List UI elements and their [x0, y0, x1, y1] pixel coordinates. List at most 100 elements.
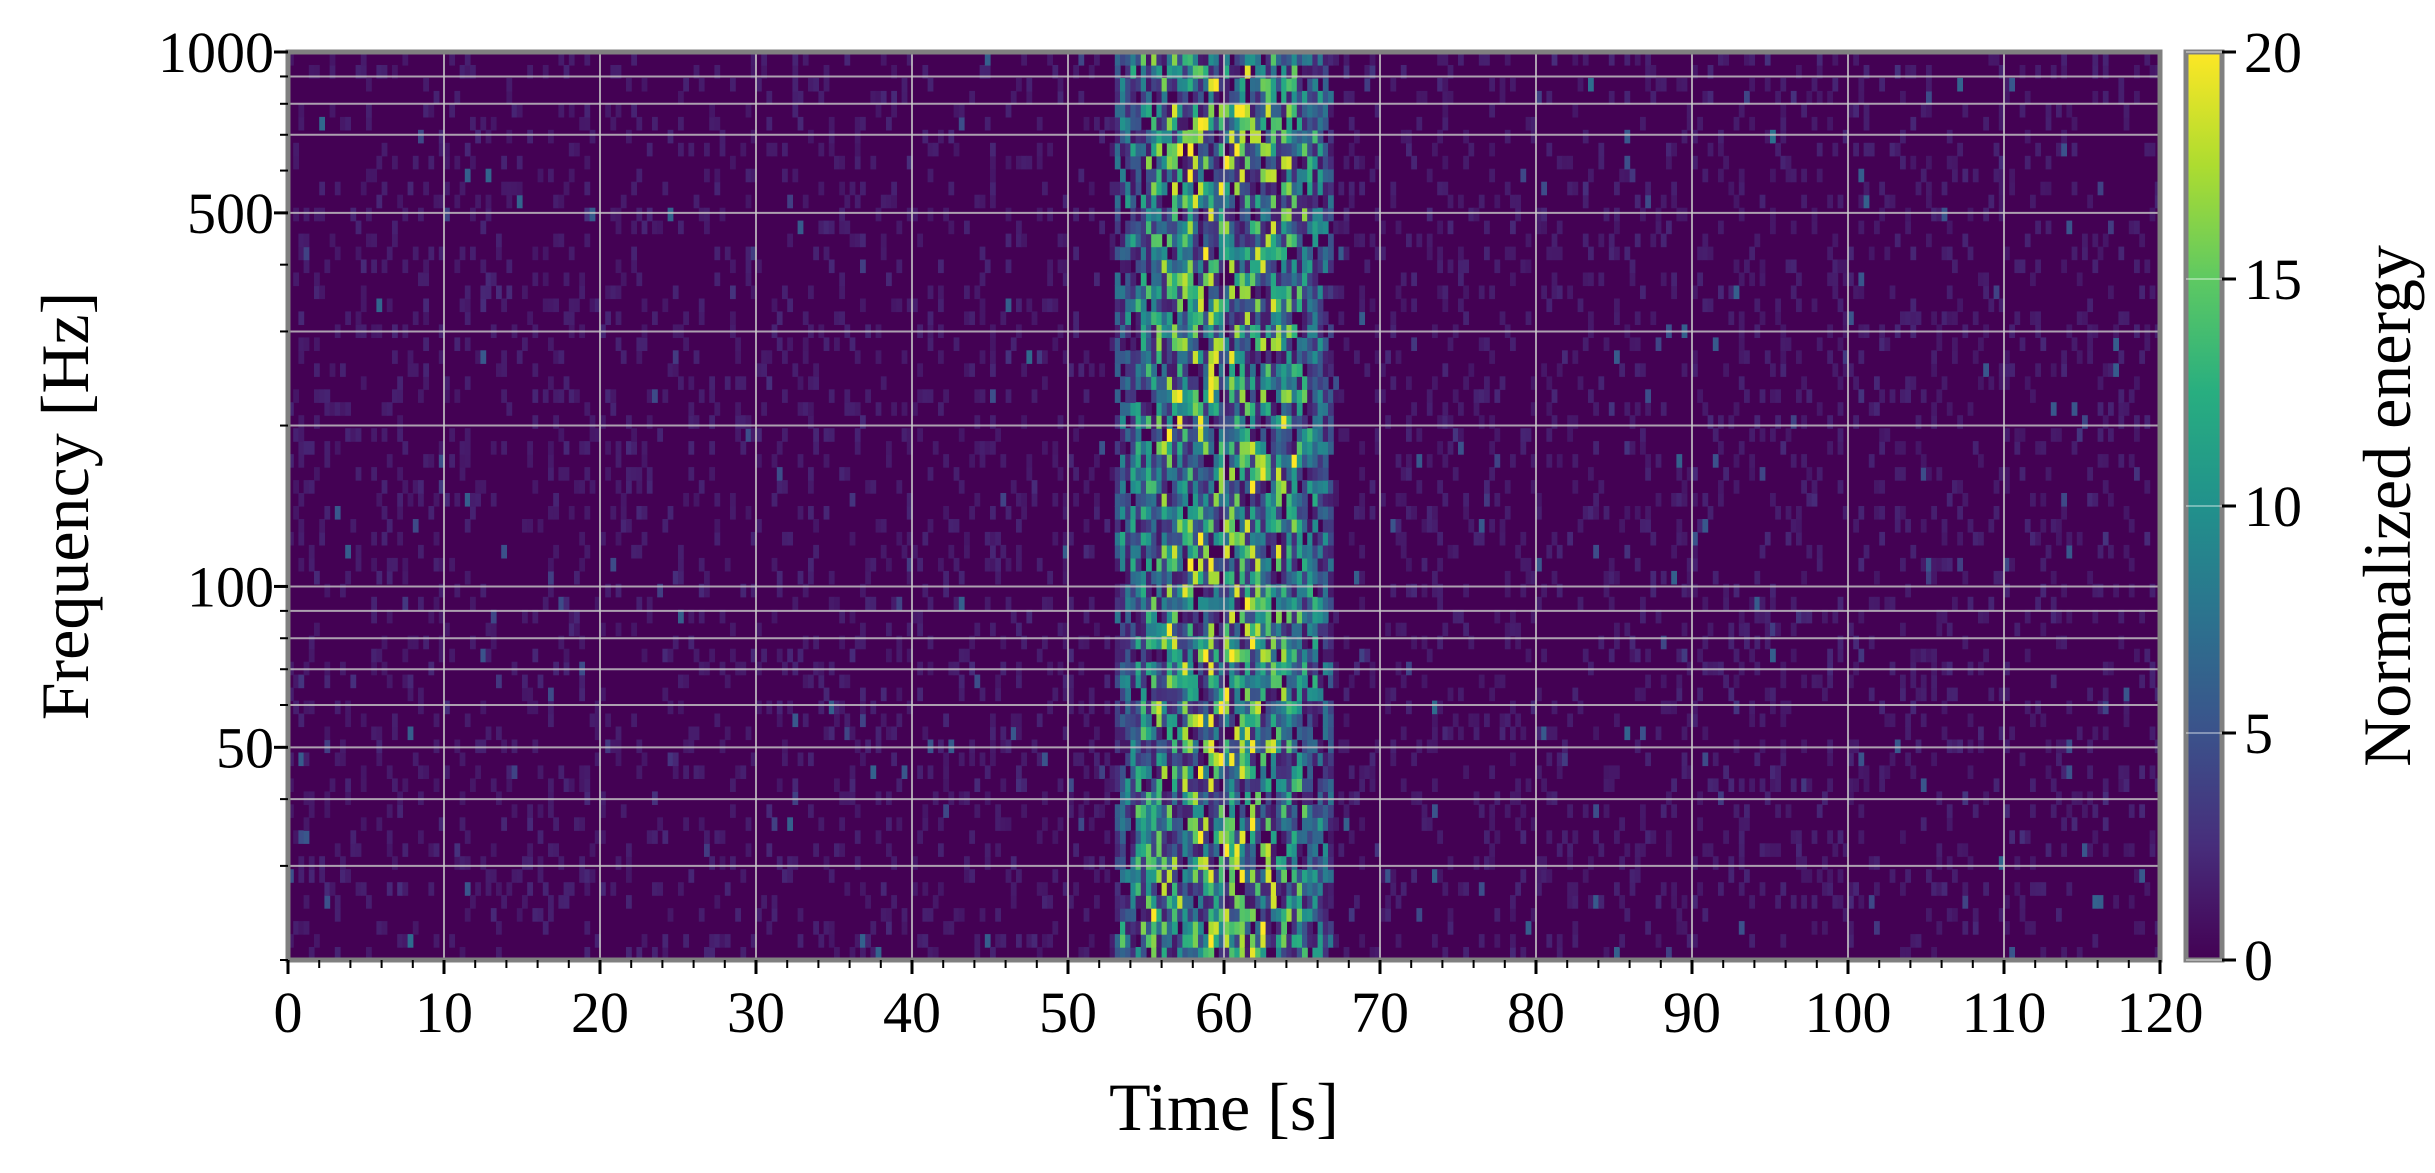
heatmap-cell [1130, 622, 1137, 637]
heatmap-cell [1161, 337, 1168, 351]
heatmap-cell [548, 687, 554, 702]
heatmap-cell [953, 337, 960, 351]
heatmap-cell [1265, 609, 1272, 624]
heatmap-cell [1255, 402, 1261, 416]
heatmap-cell [870, 700, 877, 715]
heatmap-cell [1281, 856, 1287, 870]
heatmap-cell [1369, 765, 1376, 779]
heatmap-cell [1296, 752, 1303, 767]
heatmap-cell [880, 882, 887, 896]
heatmap-cell [1302, 778, 1308, 792]
heatmap-cell [1265, 493, 1272, 507]
heatmap-cell [1161, 869, 1168, 883]
heatmap-cell [480, 583, 487, 598]
heatmap-cell [485, 207, 492, 222]
heatmap-cell [1244, 480, 1251, 494]
heatmap-cell [875, 519, 882, 533]
heatmap-cell [1047, 596, 1053, 611]
heatmap-cell [485, 272, 492, 287]
heatmap-cell [1463, 311, 1469, 325]
heatmap-cell [636, 739, 643, 754]
heatmap-cell [444, 493, 450, 507]
heatmap-cell [1062, 635, 1069, 650]
heatmap-cell [1218, 830, 1225, 844]
heatmap-cell [1437, 869, 1443, 883]
heatmap-cell [1187, 454, 1194, 468]
heatmap-cell [1182, 713, 1189, 728]
heatmap-cell [1276, 804, 1282, 818]
heatmap-cell [298, 337, 305, 351]
heatmap-cell [1192, 869, 1199, 883]
heatmap-cell [1135, 843, 1142, 857]
heatmap-cell [1114, 817, 1121, 831]
heatmap-cell [1151, 285, 1157, 300]
heatmap-cell [1016, 544, 1022, 559]
heatmap-cell [594, 298, 601, 313]
heatmap-cell [1177, 298, 1183, 313]
heatmap-cell [906, 428, 913, 442]
heatmap-cell [1244, 246, 1251, 261]
heatmap-cell [1198, 285, 1204, 300]
heatmap-cell [1218, 493, 1225, 507]
heatmap-cell [1229, 856, 1235, 870]
heatmap-cell [1213, 389, 1220, 403]
heatmap-cell [1296, 493, 1303, 507]
heatmap-cell [1192, 921, 1199, 935]
heatmap-cell [776, 778, 783, 792]
heatmap-cell [1551, 52, 1558, 66]
heatmap-cell [350, 207, 357, 222]
heatmap-cell [1239, 77, 1246, 92]
heatmap-cell [1218, 596, 1225, 611]
heatmap-cell [584, 181, 591, 196]
heatmap-cell [1255, 596, 1261, 611]
heatmap-cell [1187, 207, 1194, 222]
heatmap-cell [906, 298, 913, 313]
heatmap-cell [891, 90, 897, 105]
heatmap-cell [1125, 155, 1131, 170]
heatmap-cell [620, 272, 627, 287]
heatmap-cell [1198, 804, 1204, 818]
heatmap-cell [319, 869, 325, 883]
heatmap-cell [1473, 726, 1480, 741]
heatmap-cell [1302, 480, 1308, 494]
heatmap-cell [1234, 259, 1241, 274]
heatmap-cell [1239, 506, 1246, 520]
heatmap-cell [906, 207, 913, 222]
heatmap-cell [1281, 817, 1287, 831]
heatmap-cell [1281, 531, 1287, 546]
heatmap-cell [1208, 233, 1215, 248]
heatmap-cell [1182, 389, 1189, 403]
heatmap-cell [1307, 687, 1313, 702]
heatmap-cell [1057, 622, 1064, 637]
heatmap-cell [990, 415, 996, 429]
heatmap-cell [1172, 506, 1178, 520]
heatmap-cell [1213, 648, 1220, 663]
heatmap-cell [1432, 934, 1438, 948]
heatmap-cell [1312, 531, 1319, 546]
heatmap-cell [1312, 389, 1319, 403]
heatmap-cell [1504, 506, 1511, 520]
heatmap-cell [1172, 285, 1178, 300]
heatmap-cell [1213, 207, 1220, 222]
heatmap-cell [522, 519, 528, 533]
heatmap-cell [1224, 609, 1230, 624]
heatmap-cell [1442, 181, 1449, 196]
heatmap-cell [490, 493, 497, 507]
heatmap-cell [324, 674, 331, 689]
heatmap-cell [1276, 363, 1282, 377]
heatmap-cell [714, 272, 721, 287]
heatmap-cell [1250, 934, 1256, 948]
heatmap-cell [766, 116, 773, 131]
heatmap-cell [438, 583, 445, 598]
heatmap-cell [1218, 376, 1225, 390]
heatmap-cell [496, 882, 502, 896]
heatmap-cell [288, 52, 294, 66]
heatmap-cell [1302, 103, 1308, 118]
heatmap-cell [1536, 856, 1542, 870]
heatmap-cell [1114, 155, 1121, 170]
heatmap-cell [1208, 648, 1215, 663]
heatmap-cell [990, 557, 996, 572]
heatmap-cell [1109, 934, 1116, 948]
heatmap-cell [1286, 103, 1293, 118]
heatmap-cell [990, 544, 996, 559]
